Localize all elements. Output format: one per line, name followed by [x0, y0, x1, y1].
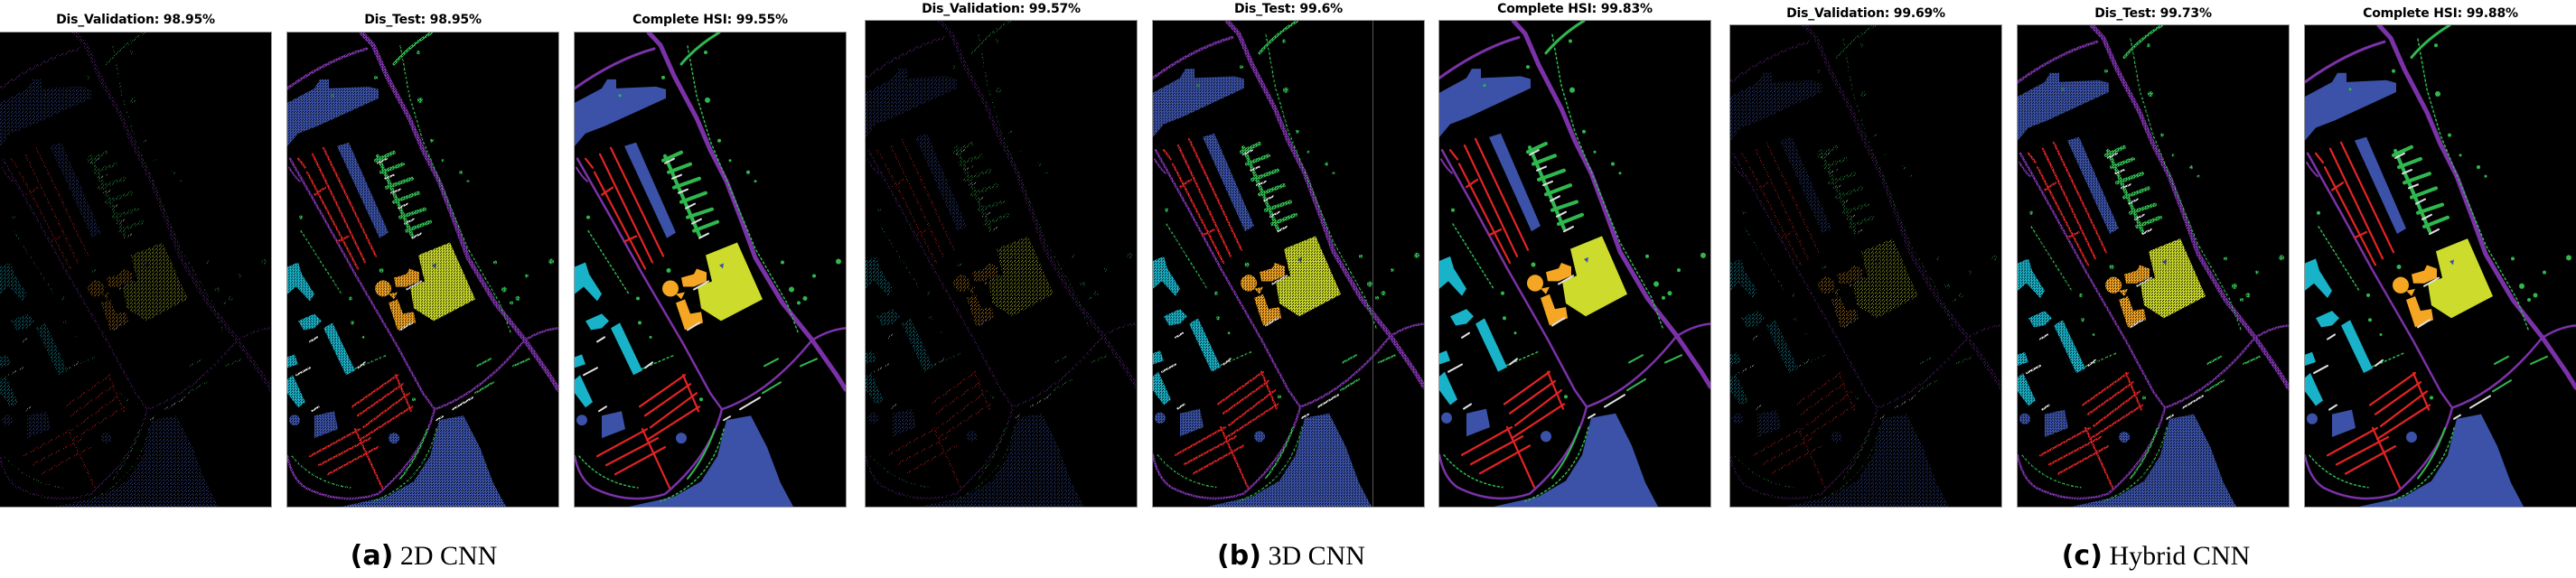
panel-title: Complete HSI: 99.88% [2363, 6, 2518, 21]
panel-title: Dis_Test: 99.6% [1233, 2, 1343, 16]
subfigure-model-name: 2D CNN [399, 541, 498, 571]
classification-map-complete [1438, 20, 1711, 508]
classification-map-complete [2304, 24, 2576, 508]
panel-divider-line [1372, 21, 1373, 507]
panel-title: Dis_Validation: 98.95% [56, 13, 215, 27]
classification-map-test [286, 32, 559, 508]
subfigure-caption: (c) Hybrid CNN [2062, 540, 2251, 572]
classification-map-test [2017, 24, 2290, 508]
classification-map-validation [865, 20, 1138, 508]
panel-title: Complete HSI: 99.55% [632, 13, 788, 27]
classification-map-test [1152, 20, 1425, 508]
subfigure-caption: (a) 2D CNN [351, 540, 498, 572]
subfigure-caption: (b) 3D CNN [1217, 540, 1365, 572]
subfigure-label: (a) [350, 540, 394, 572]
subfigure-model-name: Hybrid CNN [2109, 541, 2251, 571]
subfigure-label: (b) [1217, 540, 1261, 572]
panel-title: Dis_Validation: 99.57% [922, 2, 1081, 16]
subfigure-label: (c) [2061, 540, 2103, 572]
panel-title: Dis_Validation: 99.69% [1786, 6, 1945, 21]
classification-map-validation [1729, 24, 2002, 508]
classification-map-complete [574, 32, 847, 508]
subfigure-model-name: 3D CNN [1268, 541, 1365, 571]
panel-title: Dis_Test: 98.95% [364, 13, 482, 27]
classification-map-validation [0, 32, 272, 508]
panel-title: Dis_Test: 99.73% [2094, 6, 2212, 21]
panel-title: Complete HSI: 99.83% [1497, 2, 1653, 16]
